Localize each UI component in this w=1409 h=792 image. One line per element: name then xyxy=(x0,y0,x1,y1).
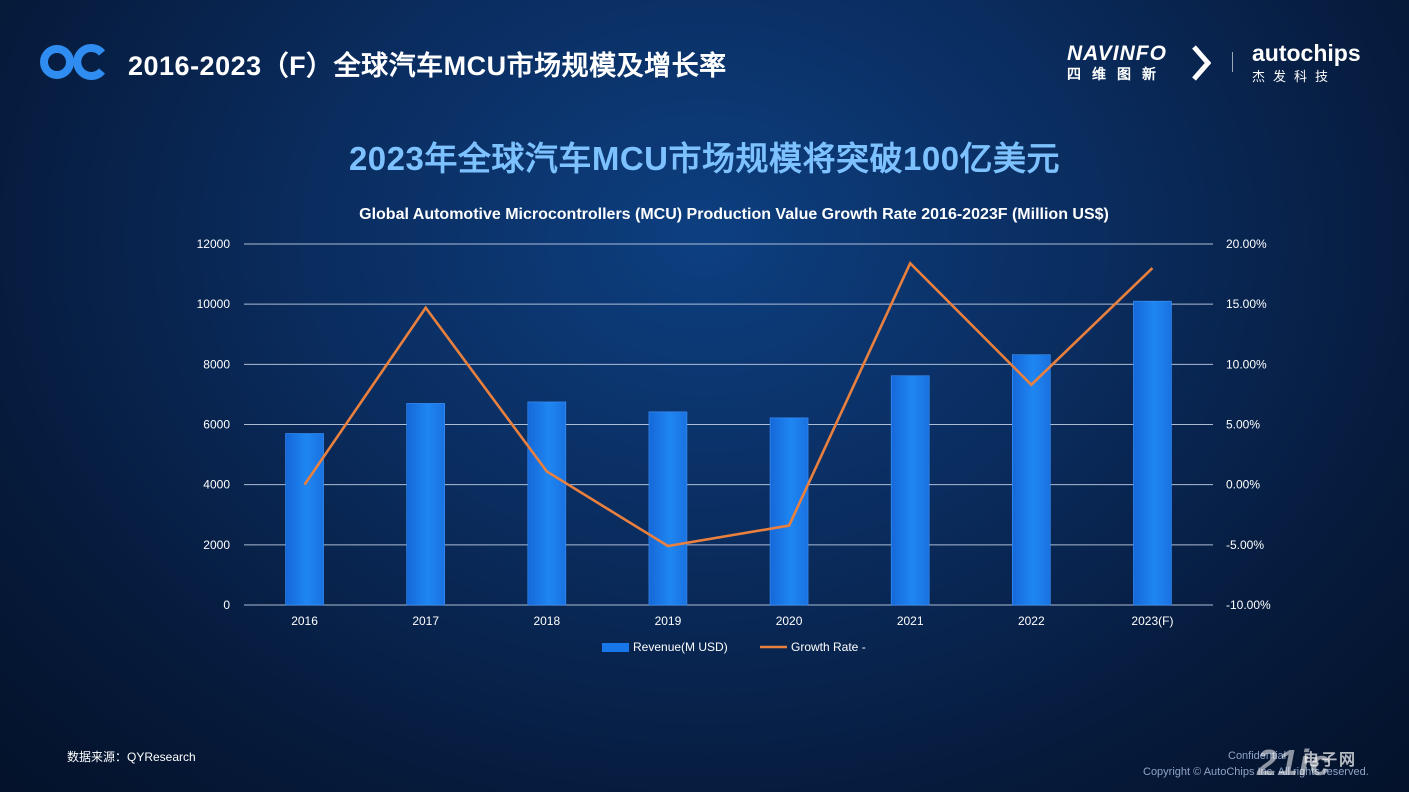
bar-revenue xyxy=(527,401,567,606)
bar-revenue xyxy=(1133,300,1172,606)
watermark-cn: 电子网 xyxy=(1303,752,1358,769)
autochips-logo-text: autochips xyxy=(1252,40,1361,66)
left-axis-tick-label: 8000 xyxy=(203,357,230,371)
bar-revenue xyxy=(648,411,688,606)
left-axis-tick-label: 6000 xyxy=(203,418,230,432)
right-axis-tick-label: 10.00% xyxy=(1226,357,1267,371)
right-axis-tick-label: -10.00% xyxy=(1226,598,1271,612)
x-axis-tick-label: 2016 xyxy=(291,614,318,628)
header: 2016-2023（F）全球汽车MCU市场规模及增长率 NAVINFO 四维图新… xyxy=(0,0,1409,115)
bar-revenue xyxy=(285,433,324,606)
navinfo-logo-cn: 四维图新 xyxy=(1067,66,1167,82)
legend-revenue-label: Revenue(M USD) xyxy=(633,640,728,654)
x-axis-tick-label: 2019 xyxy=(655,614,682,628)
left-axis-tick-label: 12000 xyxy=(197,237,231,251)
navinfo-logo-text: NAVINFO xyxy=(1067,42,1167,65)
legend-growth-label: Growth Rate - xyxy=(791,640,866,654)
autochips-logo-cn: 杰发科技 xyxy=(1252,69,1337,84)
combo-chart: Global Automotive Microcontrollers (MCU)… xyxy=(197,206,1271,654)
right-axis-tick-label: 20.00% xyxy=(1226,237,1267,251)
right-axis-tick-label: 5.00% xyxy=(1226,418,1260,432)
x-axis-tick-label: 2018 xyxy=(533,614,560,628)
page-title: 2016-2023（F）全球汽车MCU市场规模及增长率 xyxy=(128,51,727,81)
x-axis-tick-label: 2017 xyxy=(412,614,439,628)
x-axis-tick-label: 2021 xyxy=(897,614,924,628)
legend-revenue-swatch xyxy=(602,643,629,652)
growth-rate-line xyxy=(303,261,1154,548)
watermark-logo: 21ic xyxy=(1257,742,1332,783)
oc-logo-icon xyxy=(40,44,106,80)
left-axis-tick-label: 0 xyxy=(223,598,230,612)
source-note: 数据来源：QYResearch xyxy=(67,750,196,764)
chart-title: Global Automotive Microcontrollers (MCU)… xyxy=(359,206,1109,223)
bar-revenue xyxy=(769,417,809,606)
x-axis-tick-label: 2023(F) xyxy=(1131,614,1173,628)
left-axis-tick-label: 2000 xyxy=(203,538,230,552)
right-axis-tick-label: 15.00% xyxy=(1226,297,1267,311)
confidential-label: Confidential xyxy=(1228,750,1287,762)
logo-divider xyxy=(1232,52,1233,72)
left-axis-tick-label: 4000 xyxy=(203,478,230,492)
navinfo-logo: NAVINFO 四维图新 xyxy=(1067,40,1217,84)
copyright-text: Copyright © AutoChips Inc. All rights re… xyxy=(1143,766,1369,778)
x-axis-tick-label: 2022 xyxy=(1018,614,1045,628)
bar-revenue xyxy=(406,403,445,606)
headline: 2023年全球汽车MCU市场规模将突破100亿美元 xyxy=(348,140,1061,177)
bar-revenue xyxy=(890,375,930,606)
x-axis-tick-label: 2020 xyxy=(776,614,803,628)
navinfo-arrow-icon xyxy=(1192,45,1211,81)
bar-revenue xyxy=(1012,354,1051,606)
autochips-logo: autochips 杰发科技 xyxy=(1252,40,1372,84)
left-axis-tick-label: 10000 xyxy=(197,297,231,311)
right-axis-tick-label: -5.00% xyxy=(1226,538,1264,552)
right-axis-tick-label: 0.00% xyxy=(1226,478,1260,492)
